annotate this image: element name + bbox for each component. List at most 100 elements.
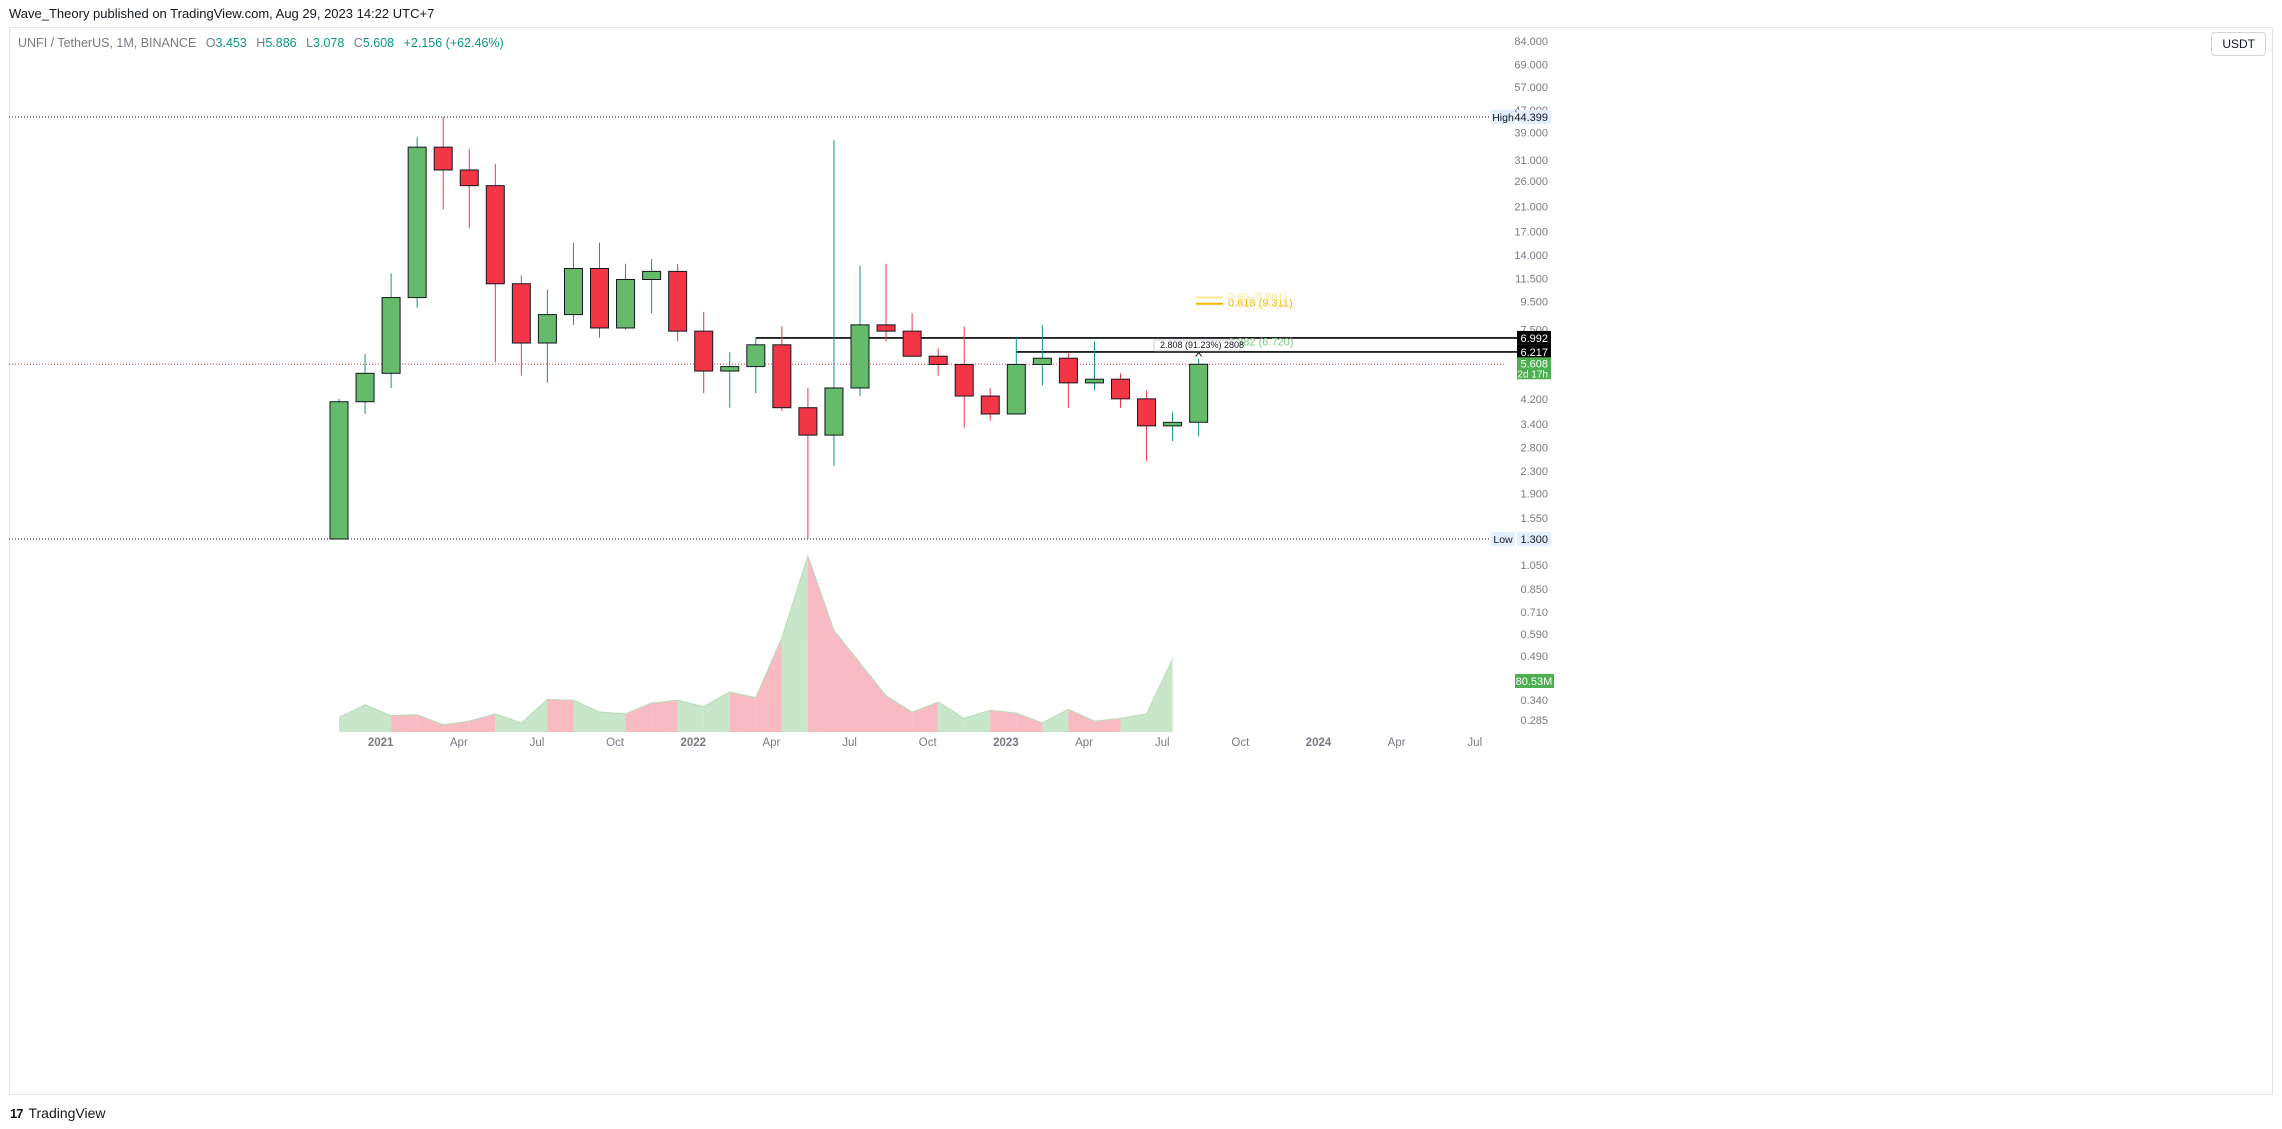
candle-body [1137, 398, 1157, 427]
price-tick-label: 21.000 [1514, 201, 1548, 213]
volume-area-segment [807, 556, 834, 732]
volume-tag-bg [1515, 674, 1554, 688]
level-tag-bg [1491, 110, 1515, 124]
chart-frame [9, 27, 2273, 1095]
close-label: C [353, 36, 363, 50]
fib-level-label: 0.618 (9.311) [1228, 298, 1293, 310]
candle-body [1032, 357, 1052, 365]
volume-area-segment [886, 695, 913, 732]
horizontal-level-tag: 6.217 [1520, 347, 1548, 359]
price-tick-label: 26.000 [1514, 176, 1548, 188]
time-axis-label: Apr [450, 737, 468, 749]
candle-body [1111, 378, 1130, 400]
price-tick-label: 3.400 [1520, 419, 1548, 431]
time-axis-label: 2022 [680, 737, 706, 749]
price-tick-label: 2.800 [1520, 442, 1548, 454]
currency-unit-button[interactable]: USDT [2211, 32, 2266, 56]
candle-body [798, 407, 818, 436]
volume-tag: 80.53M [1516, 676, 1553, 688]
volume-area-segment [703, 692, 730, 732]
symbol-name[interactable]: UNFI / TetherUS, 1M, BINANCE [18, 36, 197, 50]
time-axis-label: Jul [530, 737, 545, 749]
candle-body [850, 324, 870, 389]
volume-area-segment [339, 704, 366, 732]
volume-area-segment [651, 700, 678, 732]
time-axis-label: Oct [919, 737, 938, 749]
volume-area-segment [573, 700, 600, 732]
price-tick-label: 14.000 [1514, 250, 1548, 262]
volume-area-segment [1042, 709, 1069, 732]
candle-body [746, 344, 766, 368]
candle-body [876, 324, 896, 332]
candle-body [407, 146, 427, 299]
candle-body [642, 270, 662, 280]
symbol-legend: UNFI / TetherUS, 1M, BINANCE O3.453 H5.8… [18, 36, 504, 50]
candle-body [590, 267, 609, 329]
low-label: L [306, 36, 314, 50]
volume-area-segment [1094, 718, 1121, 732]
volume-area-segment [964, 710, 991, 732]
high-label: H [256, 36, 266, 50]
volume-area-segment [365, 704, 392, 732]
volume-outline [338, 554, 1174, 726]
candle-body [824, 387, 844, 436]
open-value: 3.453 [215, 36, 247, 50]
candle-body [980, 395, 1000, 415]
candle-body [616, 278, 636, 329]
fib-level-label: 0.382 (6.720) [1228, 337, 1293, 349]
candle-body [433, 146, 453, 171]
time-axis-label: Jul [1155, 737, 1170, 749]
candle-body [1163, 421, 1183, 427]
volume-area-segment [495, 713, 522, 732]
price-tick-label: 57.000 [1514, 82, 1548, 94]
candle-body [1189, 363, 1209, 423]
volume-area-segment [1120, 713, 1147, 732]
price-tick-label: 17.000 [1514, 227, 1548, 239]
price-tick-label: 39.000 [1514, 127, 1548, 139]
candle-body [329, 401, 349, 540]
volume-area-segment [1016, 712, 1043, 732]
price-tick-label: 2.300 [1520, 466, 1548, 478]
close-value: 5.608 [362, 36, 395, 50]
time-axis-label: Oct [606, 737, 625, 749]
price-tick-label: 31.000 [1514, 155, 1548, 167]
candle-body [563, 267, 583, 316]
candle-body [355, 372, 375, 403]
volume-area-segment [1146, 658, 1173, 732]
candle-body [485, 185, 505, 285]
last-price-value: 5.608 [1520, 358, 1548, 370]
volume-area-segment [833, 630, 860, 732]
horizontal-level-tag-bg [1517, 344, 1551, 359]
volume-area-segment [1068, 709, 1095, 732]
volume-area-segment [391, 714, 418, 732]
low-value: 3.078 [313, 36, 345, 50]
level-value-bg [1517, 110, 1551, 124]
time-axis-label: Oct [1231, 737, 1250, 749]
price-tick-label: 1.550 [1520, 513, 1548, 525]
price-tick-label: 9.500 [1520, 296, 1548, 308]
time-axis-label: Apr [1388, 737, 1406, 749]
horizontal-level-tag-bg [1517, 330, 1551, 345]
level-tag-high: High [1492, 112, 1514, 124]
open-label: O [205, 36, 216, 50]
volume-area-segment [755, 637, 782, 732]
candle-body [668, 270, 688, 332]
candle-body [772, 344, 792, 409]
last-price-countdown: 2d 17h [1517, 369, 1548, 380]
footer-brand[interactable]: TradingView [28, 1105, 106, 1121]
level-tag-low: Low [1493, 534, 1513, 546]
volume-tick-label: 0.850 [1520, 584, 1548, 596]
price-tick-label: 1.900 [1520, 489, 1548, 501]
volume-area-segment [781, 556, 808, 732]
volume-area-segment [599, 712, 626, 732]
candle-body [1058, 357, 1078, 384]
volume-area-segment [521, 699, 548, 732]
time-axis-label: 2023 [993, 737, 1019, 749]
tradingview-logo-icon[interactable]: 17 [10, 1105, 24, 1121]
price-tick-label: 4.200 [1520, 394, 1548, 406]
level-tag-bg [1491, 532, 1515, 546]
candle-body [1084, 378, 1104, 384]
time-axis-label: Jul [842, 737, 857, 749]
candle-body [694, 330, 714, 372]
